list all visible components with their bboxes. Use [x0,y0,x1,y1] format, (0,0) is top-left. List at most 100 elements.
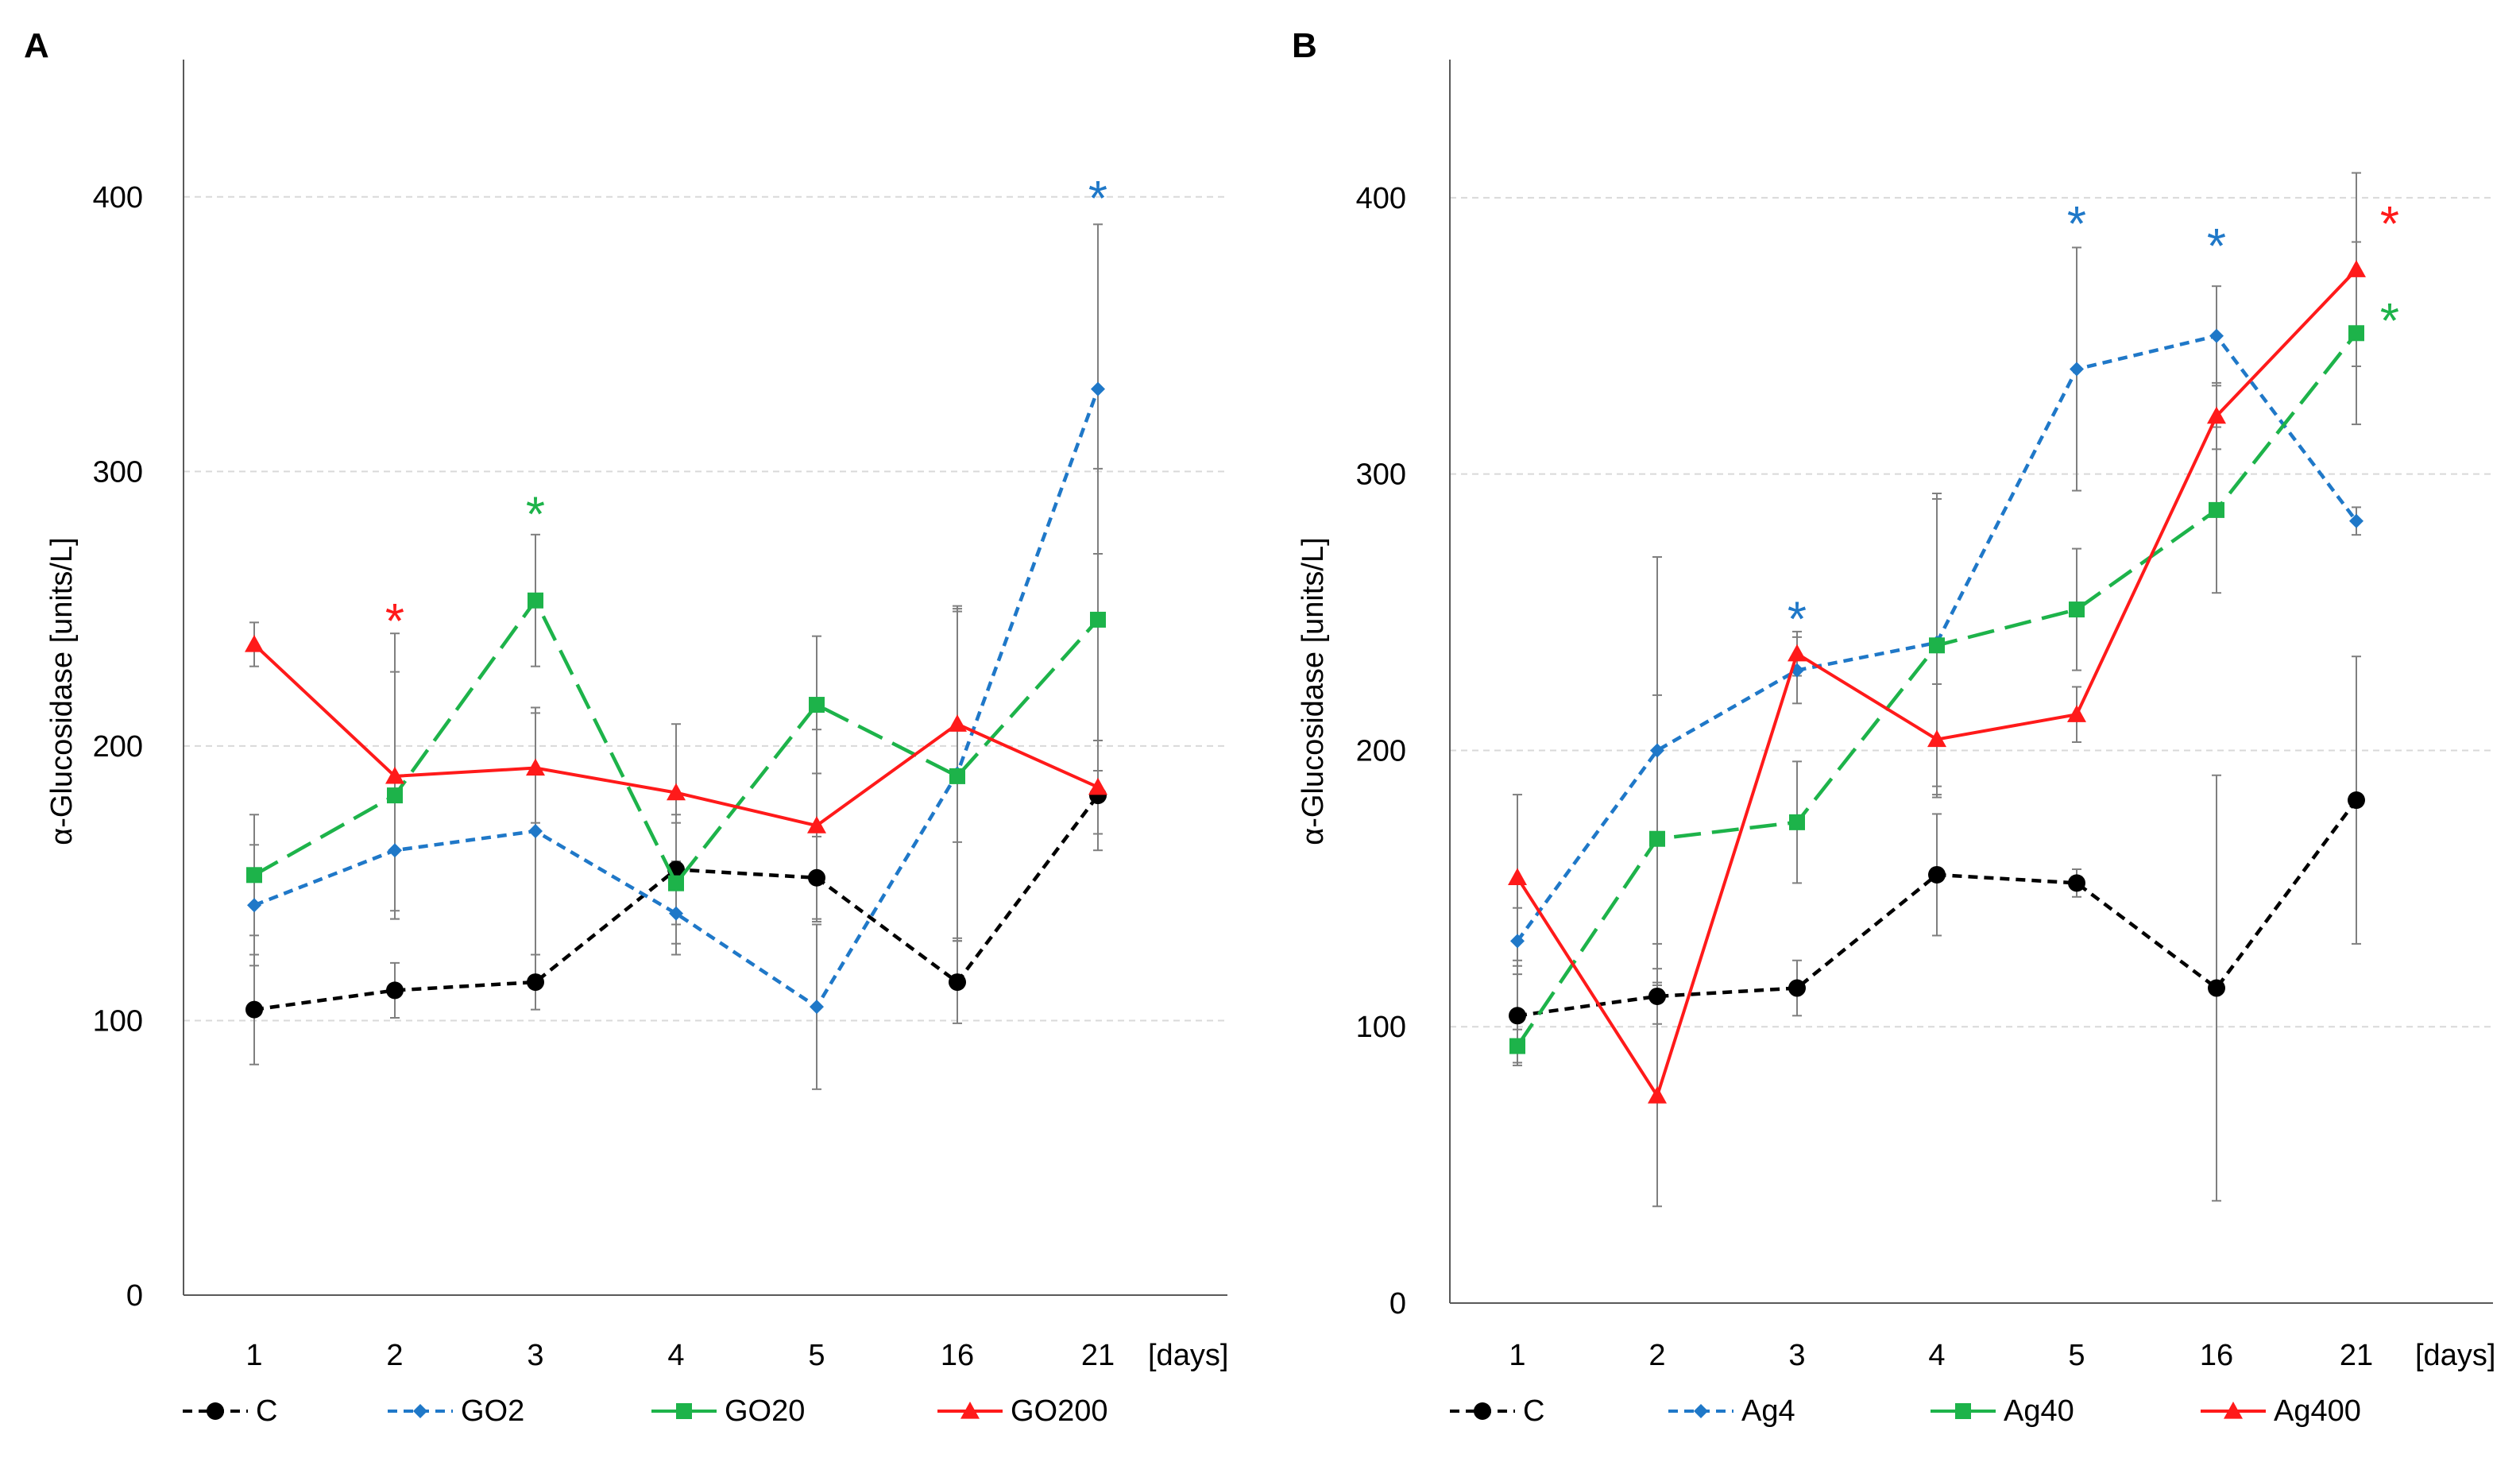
data-point-ag400 [1508,868,1527,886]
data-point-go2 [247,898,261,913]
y-tick-label: 100 [1356,1011,1406,1044]
data-point-c [2068,874,2085,892]
data-point-go200 [385,766,404,784]
significance-marker: * [385,594,404,649]
data-point-go200 [526,758,545,776]
data-point-go20 [528,592,543,609]
data-point-c [527,973,544,992]
legend-label: Ag400 [2274,1394,2361,1428]
x-tick-label: 3 [1788,1339,1805,1372]
significance-marker: * [2207,219,2226,274]
legend-marker [2224,1402,2243,1419]
data-point-ag400 [1927,729,1946,748]
data-point-ag400 [2207,406,2226,424]
y-tick-label: 0 [126,1279,143,1313]
legend-label: GO20 [725,1394,805,1428]
legend-label: GO2 [461,1394,524,1428]
legend-marker [413,1404,427,1418]
significance-marker: * [2067,197,2086,252]
data-point-go2 [388,843,402,858]
chart-panel-a: A 0 100 200 300 400 α-Glucosidase [units/L] 1 2 3… [24,26,1228,1428]
data-point-ag40 [2348,325,2364,342]
chart-panel-b: B 0 100 200 300 400 α-Glucosidase [units/L] 1 2 3… [1292,26,2495,1428]
data-point-ag4 [1510,934,1525,949]
data-point-ag4 [1650,743,1664,758]
x-tick-label: 16 [2200,1339,2233,1372]
legend-marker [207,1402,224,1420]
x-tick-label: 1 [245,1339,262,1372]
data-point-ag400 [1648,1086,1667,1104]
data-point-ag40 [1789,814,1805,830]
data-point-go20 [246,867,262,884]
data-point-go200 [667,783,686,801]
data-point-c [808,868,825,887]
data-point-c [1509,1007,1526,1025]
data-point-c [2208,979,2225,997]
data-point-go200 [948,714,967,732]
data-point-go200 [1088,777,1107,795]
y-axis-label: α-Glucosidase [units/L] [1297,537,1330,845]
legend-marker [1694,1404,1708,1418]
legend-marker [960,1402,980,1419]
significance-marker: * [526,487,545,542]
data-point-ag400 [2067,705,2086,722]
data-point-go2 [1091,381,1105,396]
data-point-go20 [809,697,825,714]
data-point-go2 [528,824,543,839]
significance-marker: * [1088,172,1107,226]
data-point-go200 [807,816,826,833]
legend-label: Ag4 [1741,1394,1795,1428]
data-point-go20 [668,875,684,891]
y-tick-label: 200 [1356,734,1406,768]
data-point-ag400 [2347,260,2366,277]
y-tick-label: 100 [93,1004,143,1038]
x-tick-label: 21 [1081,1339,1115,1372]
x-tick-label: 21 [2340,1339,2373,1372]
y-axis-label: α-Glucosidase [units/L] [45,537,79,845]
data-point-ag40 [2069,601,2085,618]
x-tick-label: 1 [1509,1339,1525,1372]
legend-marker [1955,1403,1971,1419]
data-point-go200 [245,635,264,652]
x-tick-label: 2 [1648,1339,1665,1372]
data-point-ag400 [1788,644,1807,662]
data-point-go20 [949,768,965,784]
data-point-c [949,973,966,992]
significance-marker: * [2380,197,2399,252]
significance-marker: * [2380,294,2399,349]
panel-label: B [1292,26,1317,65]
legend-label: C [1523,1394,1544,1428]
data-point-ag40 [1649,830,1665,847]
x-axis-label: [days] [2415,1339,2495,1372]
x-tick-label: 5 [808,1339,825,1372]
legend-marker [1474,1402,1491,1420]
data-point-go20 [387,787,403,804]
data-point-c [1928,865,1946,884]
x-tick-label: 3 [527,1339,543,1372]
data-point-ag40 [1929,637,1945,654]
legend-marker [676,1403,692,1419]
y-tick-label: 400 [1356,182,1406,215]
x-axis-label: [days] [1148,1339,1228,1372]
data-point-c [1648,987,1666,1005]
data-point-c [2348,791,2365,810]
legend-label: GO200 [1011,1394,1108,1428]
data-point-go2 [669,906,683,921]
significance-marker: * [1788,593,1807,648]
y-tick-label: 200 [93,730,143,764]
data-point-c [245,1000,263,1019]
x-tick-label: 5 [2068,1339,2085,1372]
data-point-c [386,981,404,1000]
y-tick-label: 300 [93,455,143,489]
y-tick-label: 400 [93,181,143,215]
x-tick-label: 4 [667,1339,684,1372]
legend-label: C [256,1394,277,1428]
y-tick-label: 0 [1389,1287,1406,1321]
data-point-go2 [810,1000,824,1015]
x-tick-label: 4 [1928,1339,1945,1372]
y-tick-label: 300 [1356,458,1406,492]
data-point-c [1788,979,1806,997]
panel-label: A [24,26,49,65]
